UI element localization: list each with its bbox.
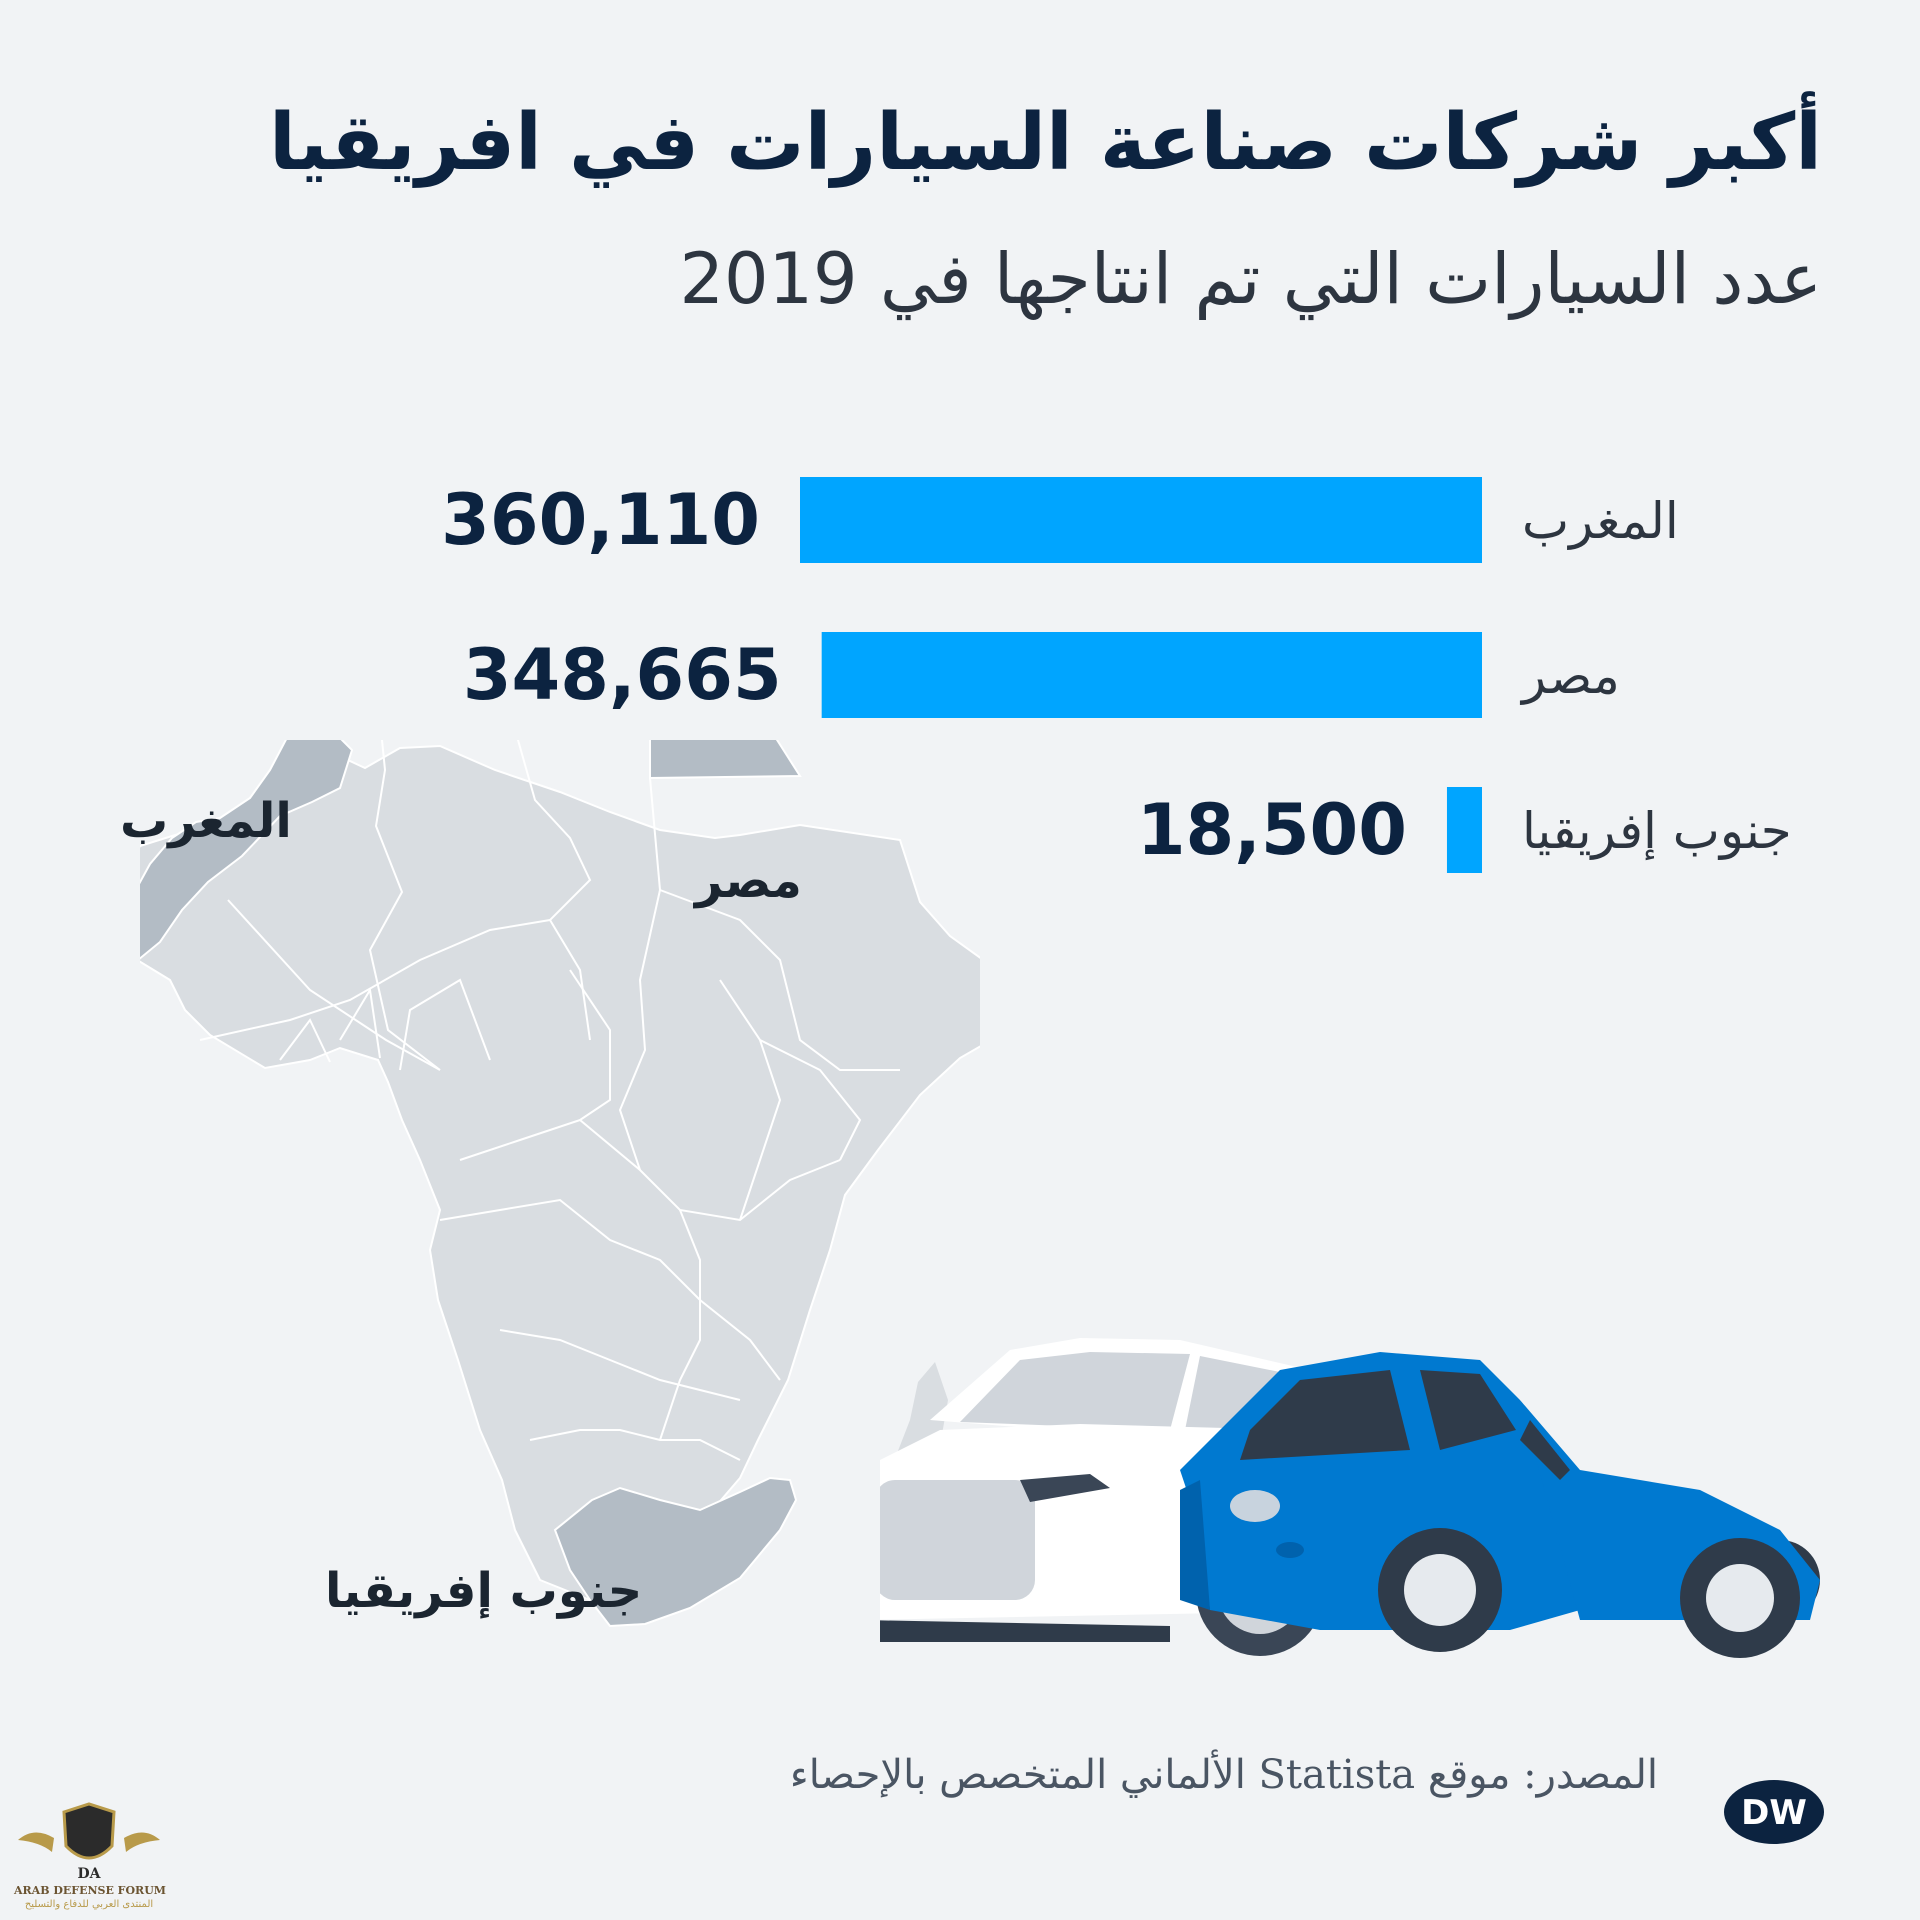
bar — [800, 477, 1482, 563]
bar-category-label: جنوب إفريقيا — [1522, 802, 1792, 861]
forum-initials: DA — [77, 1866, 101, 1882]
blue-car-rear-window — [1520, 1420, 1570, 1480]
morocco-region — [140, 740, 354, 960]
africa-continent-shape — [140, 744, 980, 1604]
country-borders — [199, 740, 900, 1461]
blue-car-windshield — [1240, 1370, 1410, 1460]
blue-car-hubcap-rear — [1706, 1564, 1774, 1632]
map-label-egypt: مصر — [695, 853, 802, 909]
blue-car-icon — [1180, 1352, 1820, 1658]
map-label-south-africa: جنوب إفريقيا — [325, 1563, 643, 1619]
blue-car-hubcap-front — [1404, 1554, 1476, 1626]
dw-logo: DW — [1724, 1780, 1824, 1844]
forum-tagline: المنتدى العربي للدفاع والتسليح — [24, 1899, 154, 1910]
blue-car-front — [1180, 1480, 1210, 1610]
cars-illustration — [880, 1338, 1820, 1658]
bar — [1446, 787, 1482, 873]
blue-car-logo — [1276, 1542, 1304, 1558]
white-car-grille — [880, 1480, 1035, 1600]
forum-emblem-icon: DA — [18, 1802, 160, 1882]
page-subtitle: عدد السيارات التي تم انتاجها في 2019 — [679, 238, 1822, 320]
dw-logo-text: DW — [1741, 1793, 1807, 1833]
white-car-bumper — [880, 1620, 1170, 1642]
map-label-morocco: المغرب — [120, 793, 292, 849]
africa-map — [140, 740, 980, 1628]
bar-value-label: 348,665 — [463, 634, 782, 716]
source-note: المصدر: موقع Statista الألماني المتخصص ب… — [789, 1752, 1658, 1798]
bar-value-label: 18,500 — [1137, 789, 1407, 871]
blue-car-side-window — [1420, 1370, 1516, 1450]
bar-category-label: المغرب — [1522, 492, 1679, 550]
south-africa-region — [553, 1476, 798, 1628]
bar — [821, 632, 1482, 718]
forum-name: ARAB DEFENSE FORUM — [14, 1884, 166, 1897]
bar-value-label: 360,110 — [441, 479, 760, 561]
bar-category-label: مصر — [1519, 647, 1620, 705]
egypt-region — [649, 740, 802, 780]
bar-chart: 360,110 المغرب 348,665 مصر 18,500 جنوب إفريقي… — [441, 477, 1792, 873]
page-title: أكبر شركات صناعة السيارات في افريقيا — [269, 98, 1822, 188]
white-car-headlight — [1020, 1474, 1110, 1502]
white-car-windows — [960, 1352, 1190, 1430]
blue-car-headlight — [1230, 1490, 1280, 1522]
